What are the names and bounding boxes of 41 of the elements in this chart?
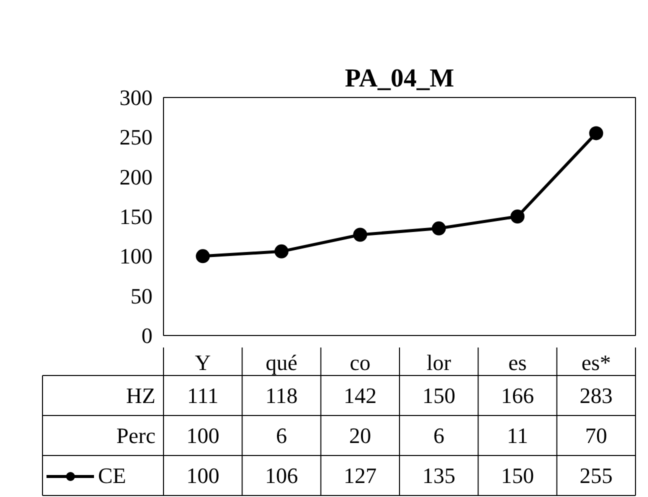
text: 6 (276, 423, 287, 448)
data-label: 255 (580, 463, 613, 488)
y-tick-label: 300 (120, 85, 152, 110)
point (432, 221, 446, 236)
data-label: 150 (501, 463, 534, 488)
x-tick-label: Y (194, 350, 211, 375)
x-tick-label: co (350, 350, 371, 375)
x-tick-label: lor (426, 350, 452, 375)
point (589, 126, 604, 140)
y-tick-label: 150 (120, 204, 152, 229)
data-label: 106 (265, 463, 298, 488)
text: Perc (116, 423, 156, 448)
text: 118 (265, 383, 298, 408)
y-tick-label: 100 (120, 244, 152, 269)
point (353, 228, 368, 242)
x-tick-label: qué (266, 350, 298, 375)
text: 142 (344, 383, 377, 408)
text: 166 (501, 383, 534, 408)
x-tick-label: es (508, 350, 527, 375)
point (274, 244, 288, 258)
text: 11 (506, 423, 528, 448)
y-tick-label: 250 (120, 124, 152, 150)
data-label: 135 (422, 463, 456, 488)
y-tick-label: 50 (130, 283, 152, 308)
text: 100 (186, 423, 220, 448)
point (510, 210, 524, 224)
text: 20 (349, 423, 372, 448)
text: 283 (580, 383, 613, 408)
data-label: 127 (344, 463, 377, 488)
y-tick-label: 200 (120, 164, 152, 190)
text: 111 (187, 383, 219, 408)
y-tick-label: 0 (142, 323, 152, 348)
text: 150 (422, 383, 456, 408)
text: 70 (585, 423, 608, 448)
point (196, 249, 210, 264)
chart-title: PA_04_M (344, 64, 454, 92)
x-tick-label: es* (582, 350, 611, 375)
data-label: 100 (186, 463, 220, 488)
legend-label: CE (98, 463, 126, 489)
text: HZ (126, 383, 156, 408)
text: 6 (433, 423, 444, 448)
